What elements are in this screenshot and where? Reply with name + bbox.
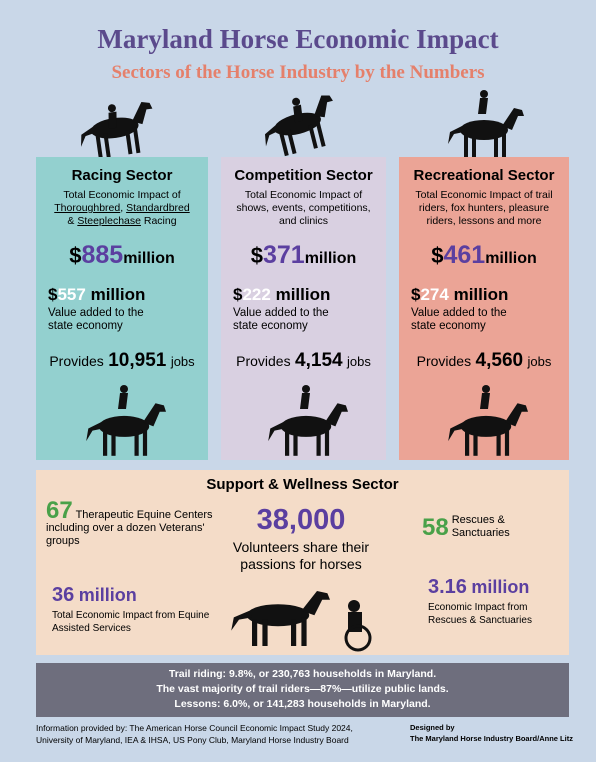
impact-amount: 371	[262, 241, 305, 269]
title: Maryland Horse Economic Impact	[97, 24, 499, 54]
description-part: Racing	[140, 215, 177, 227]
jobs-after: jobs	[170, 354, 195, 369]
unit: million	[453, 285, 509, 304]
value-amount: 274	[420, 285, 449, 304]
value-amount: 222	[242, 285, 271, 304]
stat: 36	[52, 584, 75, 606]
therapy-horse-silhouette	[231, 591, 330, 646]
credits: Designed by The Maryland Horse Industry B…	[410, 722, 580, 744]
stat: 58	[422, 513, 449, 541]
description-part: Thoroughbred	[54, 202, 121, 214]
wheelchair-silhouette	[344, 600, 372, 652]
value-amount: 557	[57, 285, 86, 304]
stat: 67	[46, 497, 73, 524]
unit: million	[90, 285, 146, 304]
jobs: Provides 4,560 jobs	[399, 350, 569, 372]
fact: Trail riding: 9.8%, or 230,763 household…	[168, 668, 437, 680]
stat-unit: million	[471, 577, 530, 597]
sector-title: Racing Sector	[71, 167, 173, 184]
value-caption: Value added to the state economy	[411, 307, 507, 332]
value-caption: Value added to the state economy	[48, 307, 144, 332]
therapeutic: 67 Therapeutic Equine Centers including …	[46, 499, 236, 548]
description-part: ,	[120, 202, 127, 214]
stat-text: Total Economic Impact from Equine Assist…	[52, 610, 210, 634]
sector-silhouette	[267, 385, 348, 456]
stat-text: Economic Impact from Rescues & Sanctuari…	[428, 602, 532, 626]
jobs-before: Provides	[416, 353, 472, 369]
sector-description: Total Economic Impact of shows, events, …	[235, 189, 372, 228]
unit: million	[485, 250, 537, 267]
sector-description: Total Economic Impact of trail riders, f…	[413, 189, 555, 228]
assisted: 36 million Total Economic Impact from Equ…	[52, 584, 222, 635]
currency: $	[69, 243, 82, 268]
jobs-after: jobs	[347, 354, 371, 369]
sector-silhouette	[86, 385, 166, 456]
stat: 3.16	[428, 576, 467, 598]
sector-box: Racing Sector Total Economic Impact of Th…	[36, 157, 208, 460]
jumping-silhouette	[257, 93, 344, 160]
jobs-before: Provides	[49, 353, 104, 369]
currency: $	[233, 285, 243, 304]
stat-text: Volunteers share their passions for hors…	[232, 539, 370, 572]
unit: million	[123, 250, 175, 267]
rescue-impact: 3.16 million Economic Impact from Rescues…	[428, 576, 558, 627]
jobs-amount: 4,560	[475, 350, 524, 371]
fact: Lessons: 6.0%, or 141,283 households in …	[174, 698, 431, 710]
sector-box: Recreational Sector Total Economic Impact…	[399, 157, 569, 460]
credit-label: Designed by	[410, 723, 455, 732]
subtitle: Sectors of the Horse Industry by the Num…	[111, 62, 485, 83]
sources: Information provided by: The American Ho…	[36, 723, 353, 745]
sector-title: Recreational Sector	[413, 167, 555, 184]
value-caption: Value added to the state economy	[233, 307, 329, 332]
description-part: Total Economic Impact of	[63, 189, 181, 201]
impact-amount: 461	[443, 241, 486, 269]
fact: The vast majority of trail riders—87%—ut…	[156, 683, 449, 695]
sector-title: Competition Sector	[234, 167, 373, 184]
jobs-after: jobs	[527, 354, 552, 369]
volunteers: 38,000 Volunteers share their passions fo…	[221, 504, 381, 573]
impact-amount: 885	[81, 241, 124, 269]
rescues: 58 Rescues & Sanctuaries	[422, 514, 542, 540]
sector-silhouette	[448, 385, 528, 456]
stat-text: Rescues & Sanctuaries	[451, 514, 510, 539]
value-added: $274 million	[411, 285, 508, 305]
riding-silhouette	[448, 90, 524, 158]
total-impact: $371million	[221, 241, 386, 270]
credit-name: The Maryland Horse Industry Board/Anne L…	[410, 734, 573, 743]
jobs-amount: 4,154	[295, 350, 343, 371]
currency: $	[250, 243, 263, 268]
currency: $	[431, 243, 444, 268]
unit: million	[275, 285, 331, 304]
racing-silhouette	[76, 100, 159, 161]
jobs-before: Provides	[236, 353, 291, 369]
description-part: Total Economic Impact of shows, events, …	[236, 189, 371, 227]
stat-unit: million	[78, 585, 137, 605]
jobs: Provides 10,951 jobs	[36, 350, 208, 372]
jobs-amount: 10,951	[108, 350, 167, 371]
total-impact: $885million	[36, 241, 208, 270]
description-part: Steeplechase	[77, 215, 141, 227]
jobs: Provides 4,154 jobs	[221, 350, 386, 372]
total-impact: $461million	[399, 241, 569, 270]
unit: million	[304, 250, 357, 267]
support-title: Support & Wellness Sector	[206, 476, 399, 493]
sector-box: Competition Sector Total Economic Impact …	[221, 157, 386, 460]
value-added: $222 million	[233, 285, 330, 305]
facts-bar: Trail riding: 9.8%, or 230,763 household…	[36, 663, 569, 717]
description-part: &	[67, 215, 78, 227]
currency: $	[48, 285, 58, 304]
stat-text: Therapeutic Equine Centers including ove…	[46, 509, 213, 547]
description-part: Standardbred	[126, 202, 190, 214]
description-part: Total Economic Impact of trail riders, f…	[415, 189, 553, 227]
value-added: $557 million	[48, 285, 145, 305]
currency: $	[411, 285, 421, 304]
support-box: Support & Wellness Sector 67 Therapeutic…	[36, 470, 569, 655]
sector-description: Total Economic Impact of Thoroughbred, S…	[50, 189, 194, 228]
stat: 38,000	[256, 504, 346, 536]
